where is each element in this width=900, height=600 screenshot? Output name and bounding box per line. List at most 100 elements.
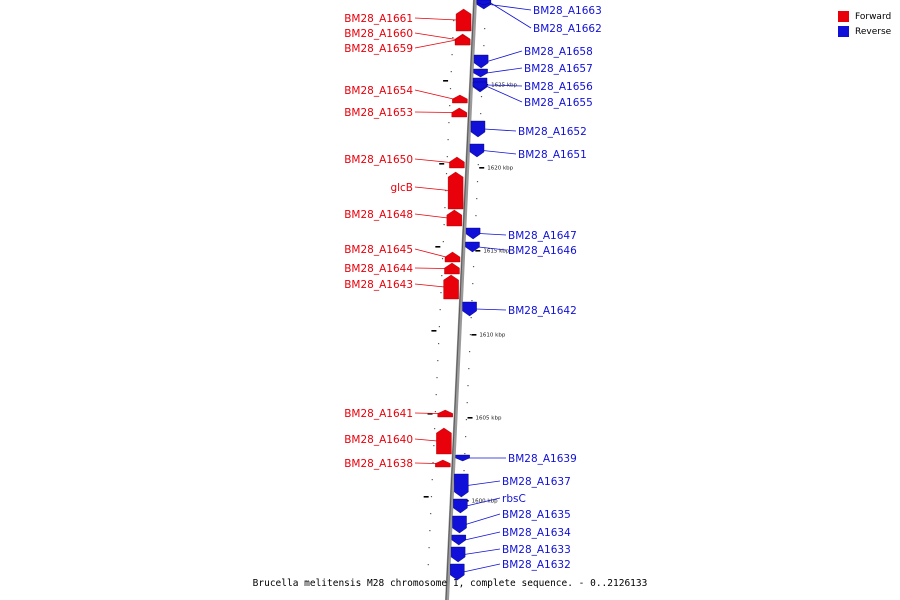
forward-gene-shape — [447, 171, 464, 210]
reverse-gene-label: BM28_A1663 — [533, 5, 602, 17]
reverse-gene-label: BM28_A1635 — [502, 509, 571, 521]
forward-gene-label: BM28_A1661 — [344, 13, 413, 25]
minor-dot — [434, 428, 436, 430]
reverse-gene-leader — [482, 150, 517, 155]
minor-dot — [476, 181, 479, 183]
forward-gene-shape — [449, 156, 465, 169]
reverse-gene-shape — [465, 241, 480, 253]
reverse-gene-leader — [467, 480, 501, 486]
scale-tick — [435, 246, 441, 248]
reverse-gene-leader — [465, 513, 501, 525]
minor-dot — [472, 266, 475, 268]
minor-dot — [468, 368, 470, 370]
forward-gene-leader — [414, 32, 457, 40]
minor-dot — [441, 258, 444, 260]
reverse-gene-label: BM28_A1655 — [524, 97, 593, 109]
minor-dot — [467, 385, 469, 387]
minor-dot — [443, 224, 445, 226]
minor-dot — [469, 334, 471, 336]
minor-dot — [480, 113, 482, 115]
forward-gene-leader — [414, 412, 439, 414]
reverse-gene-shape — [473, 54, 489, 69]
reverse-gene-leader — [489, 2, 532, 29]
reverse-gene-leader — [463, 563, 501, 573]
minor-dot — [442, 241, 444, 243]
chromosome-backbone — [445, 0, 477, 600]
forward-gene-label: BM28_A1644 — [344, 263, 413, 275]
scale-tick — [475, 250, 481, 252]
reverse-gene-label: BM28_A1662 — [533, 23, 602, 35]
reverse-gene-shape — [452, 515, 467, 534]
reverse-gene-leader — [485, 85, 523, 103]
forward-gene-label: BM28_A1660 — [344, 28, 413, 40]
forward-gene-shape — [444, 251, 461, 263]
reverse-gene-label: BM28_A1633 — [502, 544, 571, 556]
forward-gene-shape — [437, 409, 453, 418]
minor-dot — [449, 88, 452, 90]
forward-gene-leader — [414, 283, 445, 288]
minor-dot — [476, 198, 478, 200]
minor-dot — [430, 496, 433, 498]
reverse-gene-label: rbsC — [502, 493, 526, 505]
reverse-gene-leader — [486, 84, 523, 87]
scale-tick — [431, 330, 437, 332]
reverse-gene-shape — [462, 301, 477, 317]
scale-tick — [467, 417, 473, 419]
forward-gene-leader — [414, 267, 446, 269]
minor-dot — [427, 564, 429, 566]
forward-gene-shape — [455, 8, 472, 32]
reverse-gene-leader — [479, 233, 507, 236]
sequence-caption: Brucella melitensis M28 chromosome 1, co… — [252, 578, 648, 589]
reverse-gene-label: BM28_A1652 — [518, 126, 587, 138]
scale-tick — [439, 163, 445, 165]
forward-gene-label: BM28_A1640 — [344, 434, 413, 446]
forward-gene-shape — [452, 94, 468, 104]
legend-reverse-label: Reverse — [855, 26, 892, 37]
reverse-gene-label: BM28_A1632 — [502, 559, 571, 571]
forward-gene-leader — [414, 17, 458, 21]
minor-dot — [438, 326, 440, 328]
minor-dot — [437, 343, 440, 345]
minor-dot — [483, 45, 485, 47]
legend-forward-label: Forward — [855, 11, 892, 22]
forward-gene-label: glcB — [390, 182, 413, 194]
scale-tick-label: 1620 kbp — [487, 166, 513, 172]
reverse-gene-label: BM28_A1639 — [508, 453, 577, 465]
reverse-gene-shape — [450, 563, 465, 581]
minor-dot — [464, 453, 466, 455]
legend-forward: Forward — [838, 9, 891, 24]
forward-gene-label: BM28_A1653 — [344, 107, 413, 119]
reverse-gene-label: BM28_A1651 — [518, 149, 587, 161]
reverse-gene-label: BM28_A1657 — [524, 63, 593, 75]
forward-gene-shape — [451, 107, 467, 118]
reverse-gene-shape — [465, 227, 481, 240]
scale-tick — [423, 496, 429, 498]
forward-gene-leader — [414, 213, 448, 219]
reverse-gene-leader — [464, 548, 501, 555]
forward-gene-label: BM28_A1654 — [344, 85, 413, 97]
forward-gene-leader — [414, 248, 447, 258]
reverse-gene-shape — [476, 0, 492, 6]
minor-dot — [451, 54, 453, 56]
forward-gene-leader — [414, 186, 450, 191]
minor-dot — [450, 71, 452, 73]
reverse-gene-label: BM28_A1656 — [524, 81, 593, 93]
minor-dot — [446, 156, 448, 158]
forward-gene-label: BM28_A1650 — [344, 154, 413, 166]
forward-gene-shape — [435, 459, 451, 468]
forward-gene-shape — [436, 427, 452, 455]
minor-dot — [445, 173, 448, 175]
minor-dot — [452, 37, 454, 39]
forward-gene-shape — [443, 274, 459, 300]
minor-dot — [445, 190, 447, 192]
minor-dot — [444, 207, 446, 209]
scale-tick — [479, 167, 485, 169]
forward-gene-leader — [414, 89, 454, 100]
forward-gene-leader — [414, 39, 457, 49]
scale-tick — [443, 80, 449, 82]
minor-dot — [434, 411, 437, 413]
minor-dot — [448, 122, 450, 124]
scale-tick — [427, 413, 433, 415]
reverse-gene-shape — [472, 81, 488, 91]
